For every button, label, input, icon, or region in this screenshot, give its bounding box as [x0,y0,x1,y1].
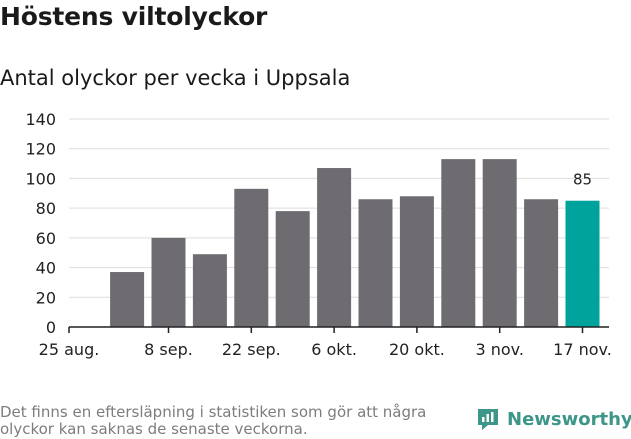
brand-logo: Newsworthy [475,406,631,432]
bar [151,237,186,327]
x-tick-label: 6 okt. [311,340,357,359]
y-tick-label: 20 [36,288,56,307]
y-tick-label: 120 [25,140,56,159]
y-tick-label: 40 [36,259,56,278]
footnote: Det finns en eftersläpning i statistiken… [0,403,427,438]
y-tick-label: 80 [36,199,56,218]
x-tick-label: 20 okt. [389,340,445,359]
bar-highlight [565,200,600,327]
bar [275,211,310,327]
x-tick-label: 22 sep. [222,340,281,359]
y-tick-label: 100 [25,169,56,188]
y-tick-label: 140 [25,110,56,129]
x-tick-label: 25 aug. [39,340,100,359]
bar [234,188,269,327]
bar [482,159,517,327]
chart-subtitle: Antal olyckor per vecka i Uppsala [0,66,351,90]
x-tick-label: 3 nov. [475,340,524,359]
bar [110,272,145,327]
bar [441,159,476,327]
data-label: 85 [573,171,592,189]
x-tick-label: 17 nov. [553,340,612,359]
bar [358,199,393,327]
bar [192,254,227,327]
newsworthy-logo-icon [478,409,498,430]
brand-name: Newsworthy [507,408,631,430]
bar [399,196,434,327]
y-tick-label: 0 [46,318,56,337]
y-tick-label: 60 [36,229,56,248]
x-tick-label: 8 sep. [144,340,193,359]
bar [317,168,352,327]
bar-chart: 0 20 40 60 80 100 120 140 85 25 aug. 8 sep. 22 sep.… [25,110,612,359]
bar [524,199,559,327]
chart-title: Höstens viltolyckor [0,2,268,31]
